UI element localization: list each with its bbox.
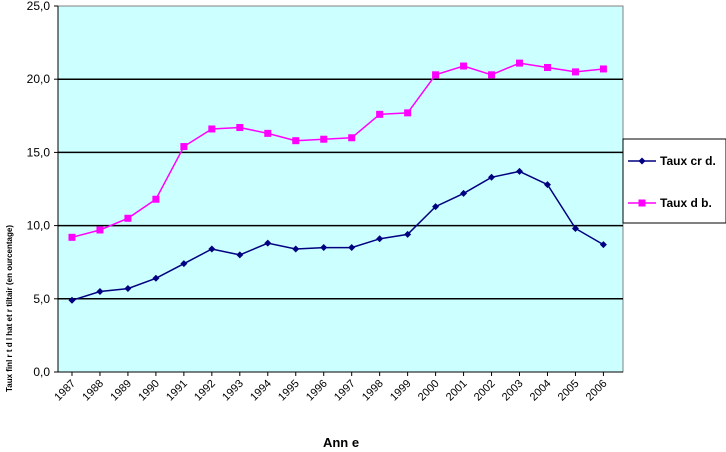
legend-marker: [638, 157, 646, 165]
legend: Taux cr d. Taux d b.: [622, 138, 726, 224]
series-line: [71, 62, 604, 239]
series-line: [71, 170, 604, 302]
data-point: [152, 274, 160, 282]
data-point: [516, 167, 524, 175]
plot-area: [57, 5, 624, 373]
data-point: [599, 241, 607, 249]
data-point: [264, 129, 272, 137]
data-point: [488, 173, 496, 181]
legend-item: Taux d b.: [628, 196, 712, 210]
x-axis-title: Ann e: [323, 435, 359, 450]
data-point: [68, 233, 76, 241]
data-point: [404, 109, 412, 117]
data-point: [96, 287, 104, 295]
legend-items: Taux cr d. Taux d b.: [628, 154, 716, 210]
data-point: [236, 251, 244, 259]
data-point: [432, 71, 440, 79]
data-point: [404, 230, 412, 238]
data-point: [543, 63, 551, 71]
data-point: [208, 125, 216, 133]
data-point: [516, 59, 524, 67]
y-tick-label: 0,0: [33, 365, 50, 379]
data-point: [543, 181, 551, 189]
y-tick-label: 25,0: [27, 0, 51, 13]
data-point: [180, 143, 188, 151]
data-point: [208, 245, 216, 253]
y-tick-label: 20,0: [27, 72, 51, 86]
data-point: [68, 296, 76, 304]
data-point: [571, 225, 579, 233]
y-axis-title: Taux finl r t d l hat et r tiltair (en o…: [5, 225, 14, 392]
data-point: [320, 244, 328, 252]
data-point: [376, 110, 384, 118]
data-point: [236, 124, 244, 132]
legend-item: Taux cr d.: [628, 154, 716, 168]
data-point: [348, 134, 356, 142]
legend-label: Taux cr d.: [660, 154, 716, 168]
data-point: [488, 71, 496, 79]
data-point: [292, 137, 300, 145]
y-tick-label: 15,0: [27, 145, 51, 159]
data-point: [320, 135, 328, 143]
data-point: [152, 195, 160, 203]
data-point: [180, 260, 188, 268]
data-point: [460, 189, 468, 197]
y-tick-label: 10,0: [27, 219, 51, 233]
data-point: [348, 244, 356, 252]
legend-box: [622, 138, 726, 224]
series-layer: [68, 59, 607, 304]
y-tick-label: 5,0: [33, 292, 50, 306]
data-point: [432, 203, 440, 211]
data-point: [571, 68, 579, 76]
data-point: [599, 65, 607, 73]
data-point: [124, 285, 132, 293]
gridlines: [58, 78, 623, 300]
data-point: [124, 214, 132, 222]
data-point: [376, 235, 384, 243]
legend-label: Taux d b.: [660, 196, 712, 210]
data-point: [460, 62, 468, 70]
legend-marker: [638, 199, 646, 207]
series-1: [68, 167, 607, 304]
series-2: [68, 59, 607, 241]
data-point: [264, 239, 272, 247]
data-point: [292, 245, 300, 253]
data-point: [96, 226, 104, 234]
